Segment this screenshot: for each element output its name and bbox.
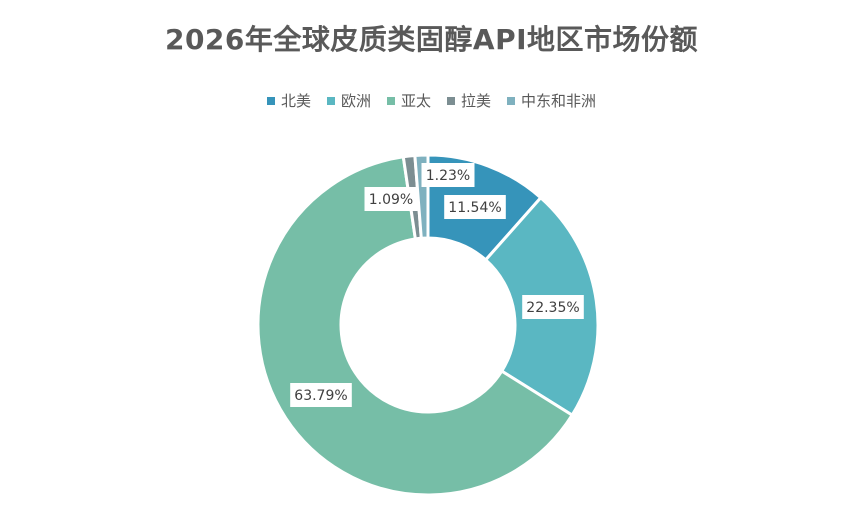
data-label-box	[290, 383, 352, 407]
data-label-europe: 22.35%	[522, 295, 584, 319]
legend-swatch	[386, 96, 395, 105]
legend-item-asia-pacific[interactable]: 亚太	[386, 90, 431, 111]
data-label-middle-east-africa: 1.23%	[421, 163, 475, 187]
legend-label: 北美	[280, 92, 311, 110]
legend-swatch	[447, 96, 455, 105]
data-label-asia-pacific: 63.79%	[290, 383, 352, 407]
data-label-north-america: 11.54%	[444, 195, 506, 219]
legend: 北美 欧洲 亚太 拉美 中东和非洲	[0, 90, 863, 111]
data-label-text: 63.79%	[294, 388, 347, 404]
data-label-text: 1.09%	[369, 192, 413, 208]
data-label-text: 22.35%	[526, 300, 579, 316]
legend-label: 中东和非洲	[521, 92, 597, 110]
donut-slices	[256, 153, 600, 497]
data-label-box	[444, 195, 506, 219]
data-label-text: 11.54%	[448, 200, 501, 216]
donut-data-labels: 11.54% 22.35% 63.79% 1.09% 1.23%	[290, 163, 584, 407]
legend-swatch	[266, 96, 275, 105]
data-label-box	[364, 187, 418, 211]
legend-item-middle-east-africa[interactable]: 中东和非洲	[507, 90, 596, 111]
legend-item-latin-america[interactable]: 拉美	[447, 90, 491, 111]
legend-item-north-america[interactable]: 北美	[266, 90, 311, 111]
legend-label: 亚太	[400, 92, 431, 110]
data-label-box	[522, 295, 584, 319]
legend-label: 拉美	[461, 92, 492, 110]
legend-swatch	[507, 96, 516, 105]
legend-item-europe[interactable]: 欧洲	[326, 90, 371, 111]
donut-slice-asia-pacific[interactable]	[256, 155, 575, 497]
data-label-box	[421, 163, 475, 187]
legend-label: 欧洲	[340, 92, 371, 110]
data-label-latin-america: 1.09%	[364, 187, 418, 211]
data-label-text: 1.23%	[426, 168, 470, 184]
legend-swatch	[326, 96, 335, 105]
chart-title: 2026年全球皮质类固醇API地区市场份额	[164, 23, 699, 56]
